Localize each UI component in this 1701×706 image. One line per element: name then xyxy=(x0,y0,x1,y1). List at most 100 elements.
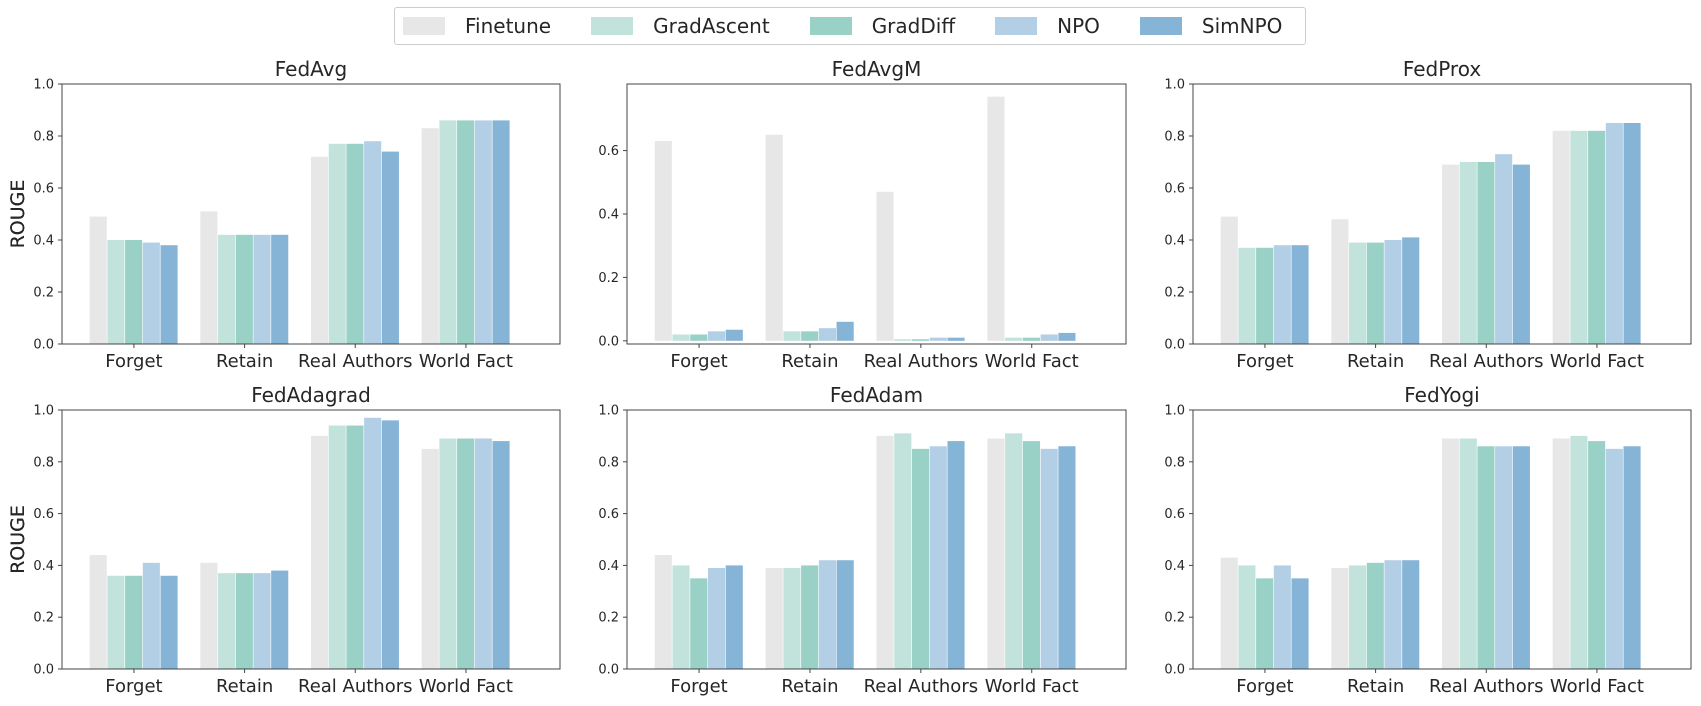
bar-fedavg-world-fact-simnpo xyxy=(492,120,510,345)
bar-fedadagrad-world-fact-gradascent xyxy=(439,438,457,669)
legend-label-gradascent: GradAscent xyxy=(653,14,770,38)
y-tick-label: 0.4 xyxy=(598,208,619,223)
chart-title-fedyogi: FedYogi xyxy=(1404,383,1479,407)
bar-fedprox-forget-simnpo xyxy=(1291,245,1309,344)
bar-fedavg-real-authors-npo xyxy=(364,141,382,344)
plot-frame xyxy=(626,83,1127,345)
legend-swatch-npo xyxy=(995,17,1038,35)
bar-fedprox-world-fact-simnpo xyxy=(1623,123,1641,344)
bar-fedavg-retain-finetune xyxy=(200,211,218,344)
bar-fedadagrad-world-fact-finetune xyxy=(421,448,439,669)
chart-title-fedavgm: FedAvgM xyxy=(832,57,922,81)
bar-fedavgm-forget-graddiff xyxy=(690,334,708,341)
bar-fedadam-real-authors-simnpo xyxy=(947,441,965,669)
plot-frame xyxy=(1192,409,1692,670)
chart-panel-fedyogi: Forget Retain Real Authors World Fact 0.0 0.2… xyxy=(7,383,1692,697)
bar-fedadam-forget-npo xyxy=(707,567,726,669)
x-tick-label-real-authors: Real Authors xyxy=(864,676,979,697)
bar-fedprox-real-authors-simnpo xyxy=(1512,164,1530,344)
bar-fedadam-retain-simnpo xyxy=(836,560,854,669)
y-tick-label: 0.8 xyxy=(1164,455,1185,470)
x-tick-label-forget: Forget xyxy=(670,676,727,697)
bar-fedyogi-retain-npo xyxy=(1384,560,1402,669)
legend-label-simnpo: SimNPO xyxy=(1201,14,1283,38)
y-tick-label: 1.0 xyxy=(1164,78,1185,93)
bar-fedadagrad-forget-graddiff xyxy=(125,575,143,669)
bar-fedprox-retain-gradascent xyxy=(1349,242,1367,344)
y-tick-label: 0.6 xyxy=(598,144,619,159)
legend-swatch-graddiff xyxy=(809,17,852,35)
x-tick-label-retain: Retain xyxy=(1347,676,1404,697)
chart-title-fedadagrad: FedAdagrad xyxy=(251,383,371,407)
x-tick-label-world-fact: World Fact xyxy=(985,676,1079,697)
legend-item-gradascent: GradAscent xyxy=(591,14,770,38)
bar-fedavgm-retain-graddiff xyxy=(801,331,819,341)
bar-fedavgm-forget-finetune xyxy=(654,141,672,341)
bar-fedprox-world-fact-finetune xyxy=(1552,130,1570,344)
bar-fedavgm-real-authors-simnpo xyxy=(947,337,965,341)
x-tick-label-forget: Forget xyxy=(670,351,727,372)
bar-fedadam-world-fact-simnpo xyxy=(1058,446,1076,669)
bar-fedavgm-world-fact-graddiff xyxy=(1022,337,1041,341)
bar-fedprox-forget-graddiff xyxy=(1256,247,1274,344)
bar-fedadam-retain-npo xyxy=(818,560,836,669)
bar-fedadam-world-fact-gradascent xyxy=(1005,433,1023,669)
bar-fedavgm-real-authors-finetune xyxy=(876,191,894,341)
bar-fedyogi-real-authors-npo xyxy=(1495,446,1513,669)
bar-fedprox-forget-npo xyxy=(1273,245,1291,344)
bar-fedadam-forget-graddiff xyxy=(690,578,708,669)
x-tick-label-world-fact: World Fact xyxy=(419,351,513,372)
bar-fedavgm-world-fact-npo xyxy=(1040,334,1058,341)
bar-fedadagrad-forget-npo xyxy=(142,562,160,669)
bar-fedprox-retain-graddiff xyxy=(1366,242,1384,344)
bar-fedadam-real-authors-finetune xyxy=(876,435,894,669)
bar-fedprox-real-authors-npo xyxy=(1495,154,1513,344)
y-tick-label: 0.4 xyxy=(598,559,619,574)
bar-fedadam-real-authors-npo xyxy=(929,446,947,669)
chart-panel-fedavgm: Forget Retain Real Authors World Fact 0.0 0.2… xyxy=(7,57,1127,372)
bar-fedavgm-real-authors-graddiff xyxy=(911,339,930,341)
bar-fedyogi-forget-graddiff xyxy=(1256,578,1274,669)
bar-fedavgm-retain-finetune xyxy=(765,134,783,341)
bar-fedyogi-forget-gradascent xyxy=(1238,565,1256,669)
bar-fedavgm-forget-gradascent xyxy=(672,334,690,341)
x-tick-label-world-fact: World Fact xyxy=(985,351,1079,372)
bar-fedprox-real-authors-finetune xyxy=(1442,164,1460,344)
bar-fedadagrad-real-authors-finetune xyxy=(311,435,329,669)
bar-fedavg-forget-simnpo xyxy=(160,245,178,344)
bar-fedyogi-retain-simnpo xyxy=(1402,560,1420,669)
legend-item-simnpo: SimNPO xyxy=(1139,14,1283,38)
bar-fedavg-forget-finetune xyxy=(89,216,107,344)
y-axis-label: ROUGE xyxy=(7,505,29,574)
bar-fedyogi-retain-finetune xyxy=(1331,567,1349,669)
legend-label-npo: NPO xyxy=(1057,14,1100,38)
bar-fedyogi-retain-gradascent xyxy=(1349,565,1367,669)
y-tick-label: 1.0 xyxy=(598,404,619,419)
chart-title-fedadam: FedAdam xyxy=(830,383,923,407)
bar-fedadagrad-retain-graddiff xyxy=(235,573,253,669)
bar-fedyogi-forget-finetune xyxy=(1220,557,1238,669)
legend-item-npo: NPO xyxy=(995,14,1100,38)
chart-title-fedprox: FedProx xyxy=(1403,57,1482,81)
x-tick-label-real-authors: Real Authors xyxy=(1429,351,1544,372)
y-tick-label: 0.2 xyxy=(598,611,619,626)
bar-fedavg-real-authors-gradascent xyxy=(328,143,346,344)
y-tick-label: 0.8 xyxy=(1164,130,1185,145)
bar-fedavg-real-authors-simnpo xyxy=(381,151,399,344)
plot-frame xyxy=(626,409,1127,670)
y-tick-label: 0.4 xyxy=(33,559,54,574)
x-tick-label-real-authors: Real Authors xyxy=(1429,676,1544,697)
y-tick-label: 1.0 xyxy=(1164,404,1185,419)
bar-fedavg-world-fact-graddiff xyxy=(457,120,475,345)
bar-fedadagrad-real-authors-graddiff xyxy=(346,425,364,669)
x-tick-label-retain: Retain xyxy=(216,676,273,697)
y-tick-label: 0.0 xyxy=(598,334,619,349)
legend-swatch-gradascent xyxy=(591,17,634,35)
bar-fedyogi-real-authors-simnpo xyxy=(1512,446,1530,669)
bar-fedadam-forget-gradascent xyxy=(672,565,690,669)
y-tick-label: 0.0 xyxy=(1164,338,1185,353)
bar-fedyogi-world-fact-graddiff xyxy=(1588,441,1606,669)
bar-fedadam-world-fact-finetune xyxy=(987,438,1005,669)
bar-fedyogi-world-fact-finetune xyxy=(1552,438,1570,669)
y-tick-label: 0.4 xyxy=(33,234,54,249)
